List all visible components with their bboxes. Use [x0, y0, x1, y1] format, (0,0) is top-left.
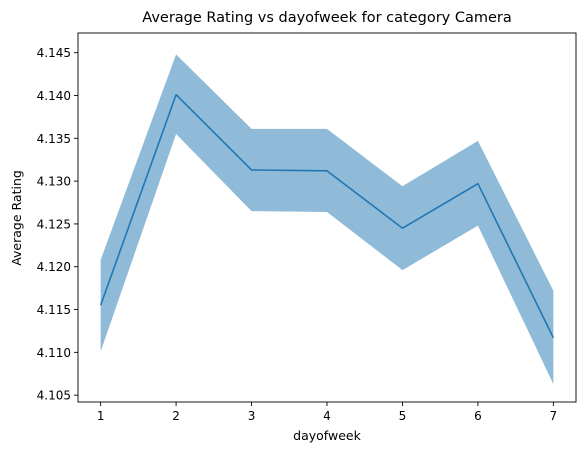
data-point	[326, 169, 329, 172]
y-tick-label: 4.140	[37, 89, 71, 103]
x-tick-label: 7	[550, 409, 558, 423]
confidence-band	[100, 54, 554, 385]
data-point	[175, 93, 178, 96]
y-tick-label: 4.130	[37, 175, 71, 189]
y-tick-label: 4.110	[37, 346, 71, 360]
y-tick-label: 4.145	[37, 46, 71, 60]
x-tick-label: 5	[399, 409, 407, 423]
data-point	[552, 336, 555, 339]
x-tick-label: 4	[323, 409, 331, 423]
x-tick-label: 3	[248, 409, 256, 423]
y-tick-label: 4.120	[37, 260, 71, 274]
data-point	[476, 182, 479, 185]
x-tick-label: 1	[97, 409, 105, 423]
x-tick-label: 2	[172, 409, 180, 423]
x-tick-label: 6	[474, 409, 482, 423]
x-axis-label: dayofweek	[293, 428, 361, 443]
y-tick-label: 4.125	[37, 217, 71, 231]
chart-title: Average Rating vs dayofweek for category…	[142, 10, 512, 26]
series-line	[99, 93, 555, 339]
data-point	[250, 168, 253, 171]
plot-area: 1 2 3 4 5 6 7 4.105 4.110 4.115 4.120 4.125 4.130 4.1…	[37, 32, 577, 423]
data-point	[99, 304, 102, 307]
y-tick-label: 4.115	[37, 303, 71, 317]
y-tick-label: 4.135	[37, 132, 71, 146]
y-axis-label: Average Rating	[9, 170, 24, 266]
data-point	[401, 227, 404, 230]
y-tick-label: 4.105	[37, 389, 71, 403]
